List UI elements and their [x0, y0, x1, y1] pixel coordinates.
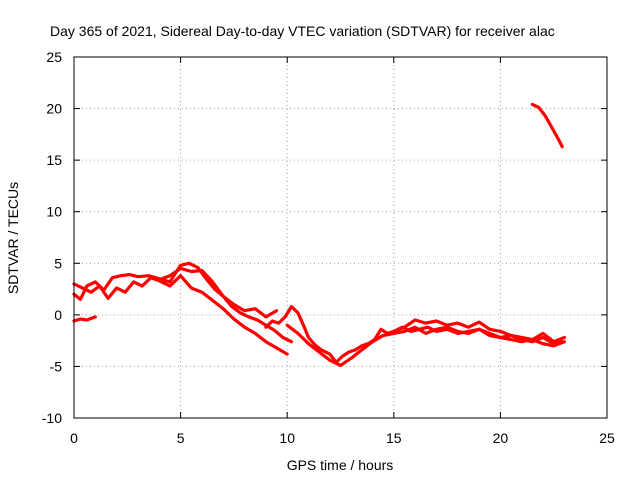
x-axis-label: GPS time / hours — [287, 457, 394, 473]
data-series — [72, 102, 567, 367]
x-tick-label: 20 — [493, 430, 509, 446]
y-tick-label: 0 — [54, 307, 62, 323]
x-tick-label: 10 — [279, 430, 295, 446]
y-tick-label: 10 — [46, 204, 62, 220]
axis-ticks: 0 5 10 15 20 25 -10 -5 0 5 10 15 20 25 — [42, 49, 615, 446]
y-tick-label: -10 — [42, 410, 62, 426]
grid — [74, 57, 607, 418]
y-tick-label: 25 — [46, 49, 62, 65]
series-track-a — [72, 261, 294, 344]
y-axis-label: SDTVAR / TECUs — [5, 182, 21, 294]
x-tick-label: 0 — [70, 430, 78, 446]
plot-frame — [73, 56, 608, 419]
series-track-b — [72, 274, 289, 356]
x-tick-label: 25 — [599, 430, 615, 446]
series-track-g — [392, 318, 567, 344]
y-tick-label: 15 — [46, 152, 62, 168]
y-tick-label: -5 — [50, 358, 63, 374]
series-track-d — [157, 266, 279, 319]
y-tick-label: 5 — [54, 255, 62, 271]
series-track-c — [72, 315, 97, 323]
x-tick-label: 15 — [386, 430, 402, 446]
chart-title: Day 365 of 2021, Sidereal Day-to-day VTE… — [50, 23, 555, 39]
series-track-f — [285, 323, 567, 367]
x-tick-label: 5 — [177, 430, 185, 446]
series-track-h — [530, 102, 564, 149]
y-tick-label: 20 — [46, 101, 62, 117]
